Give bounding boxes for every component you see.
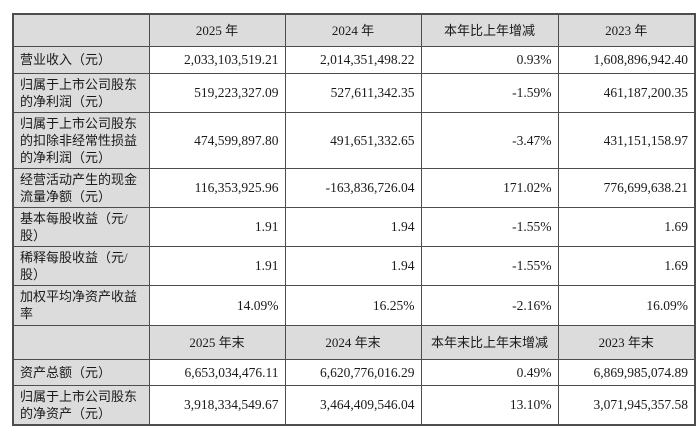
value-cell: 1.94	[284, 206, 422, 247]
value-cell: 461,187,200.35	[557, 72, 696, 113]
value-cell: 16.25%	[284, 284, 422, 326]
value-cell: 0.93%	[420, 45, 559, 74]
row-label-cell: 归属于上市公司股东的净资产（元）	[12, 384, 150, 425]
value-cell: 527,611,342.35	[284, 72, 422, 113]
column-header-cell: 本年末比上年末增减	[420, 324, 559, 360]
row-label-cell: 归属于上市公司股东的净利润（元）	[12, 72, 150, 113]
row-label-cell: 加权平均净资产收益率	[12, 284, 150, 326]
corner-cell	[12, 324, 150, 360]
value-cell: 2,033,103,519.21	[148, 45, 286, 74]
value-cell: 1.91	[148, 245, 286, 286]
value-cell: -1.55%	[420, 245, 559, 286]
value-cell: 776,699,638.21	[557, 167, 696, 208]
value-cell: 1.69	[557, 245, 696, 286]
financial-summary-table-container: 2025 年 2024 年本年比上年增减 2023 年营业收入（元） 2,033,10…	[12, 13, 696, 426]
value-cell: 474,599,897.80	[148, 111, 286, 169]
value-cell: -1.59%	[420, 72, 559, 113]
value-cell: 1.94	[284, 245, 422, 286]
column-header-cell: 2023 年	[557, 13, 696, 47]
value-cell: 13.10%	[420, 384, 559, 425]
column-header-cell: 本年比上年增减	[420, 13, 559, 47]
row-label-cell: 归属于上市公司股东的扣除非经常性损益的净利润（元）	[12, 111, 150, 169]
value-cell: -1.55%	[420, 206, 559, 247]
value-cell: -3.47%	[420, 111, 559, 169]
value-cell: 431,151,158.97	[557, 111, 696, 169]
table-row: 经营活动产生的现金流量净额（元） 116,353,925.96 -163,836,7…	[12, 167, 696, 208]
table-row: 稀释每股收益（元/股） 1.91 1.94 -1.55% 1.69	[12, 245, 696, 286]
table-row: 归属于上市公司股东的净资产（元） 3,918,334,549.67 3,464,40…	[12, 384, 696, 425]
header-row-section-2: 2025 年末 2024 年末 本年末比上年末增减 2023 年末	[12, 324, 696, 360]
table-row: 归属于上市公司股东的扣除非经常性损益的净利润（元） 474,599,897.80 4…	[12, 111, 696, 169]
table-row: 归属于上市公司股东的净利润（元） 519,223,327.09 527,611,34…	[12, 72, 696, 113]
table-row: 基本每股收益（元/股） 1.91 1.94 -1.55% 1.69	[12, 206, 696, 247]
column-header-cell: 2024 年末	[284, 324, 422, 360]
value-cell: 1.91	[148, 206, 286, 247]
value-cell: 6,653,034,476.11	[148, 358, 286, 386]
value-cell: 0.49%	[420, 358, 559, 386]
value-cell: 3,464,409,546.04	[284, 384, 422, 425]
row-label-cell: 稀释每股收益（元/股）	[12, 245, 150, 286]
value-cell: 3,071,945,357.58	[557, 384, 696, 425]
row-label-cell: 营业收入（元）	[12, 45, 150, 74]
value-cell: 1,608,896,942.40	[557, 45, 696, 74]
value-cell: 116,353,925.96	[148, 167, 286, 208]
row-label-cell: 经营活动产生的现金流量净额（元）	[12, 167, 150, 208]
value-cell: 1.69	[557, 206, 696, 247]
value-cell: 2,014,351,498.22	[284, 45, 422, 74]
corner-cell	[12, 13, 150, 47]
value-cell: 16.09%	[557, 284, 696, 326]
table-row: 资产总额（元） 6,653,034,476.11 6,620,776,016.29 0…	[12, 358, 696, 386]
financial-summary-table: 2025 年 2024 年本年比上年增减 2023 年营业收入（元） 2,033,10…	[12, 13, 696, 426]
row-label-cell: 资产总额（元）	[12, 358, 150, 386]
table-row: 加权平均净资产收益率 14.09% 16.25% -2.16% 16.09%	[12, 284, 696, 326]
value-cell: -2.16%	[420, 284, 559, 326]
column-header-cell: 2025 年末	[148, 324, 286, 360]
value-cell: -163,836,726.04	[284, 167, 422, 208]
value-cell: 171.02%	[420, 167, 559, 208]
header-row-section-1: 2025 年 2024 年本年比上年增减 2023 年	[12, 13, 696, 47]
value-cell: 3,918,334,549.67	[148, 384, 286, 425]
column-header-cell: 2025 年	[148, 13, 286, 47]
row-label-cell: 基本每股收益（元/股）	[12, 206, 150, 247]
value-cell: 6,620,776,016.29	[284, 358, 422, 386]
column-header-cell: 2024 年	[284, 13, 422, 47]
value-cell: 6,869,985,074.89	[557, 358, 696, 386]
table-row: 营业收入（元） 2,033,103,519.21 2,014,351,498.22 0…	[12, 45, 696, 74]
value-cell: 14.09%	[148, 284, 286, 326]
value-cell: 491,651,332.65	[284, 111, 422, 169]
column-header-cell: 2023 年末	[557, 324, 696, 360]
value-cell: 519,223,327.09	[148, 72, 286, 113]
